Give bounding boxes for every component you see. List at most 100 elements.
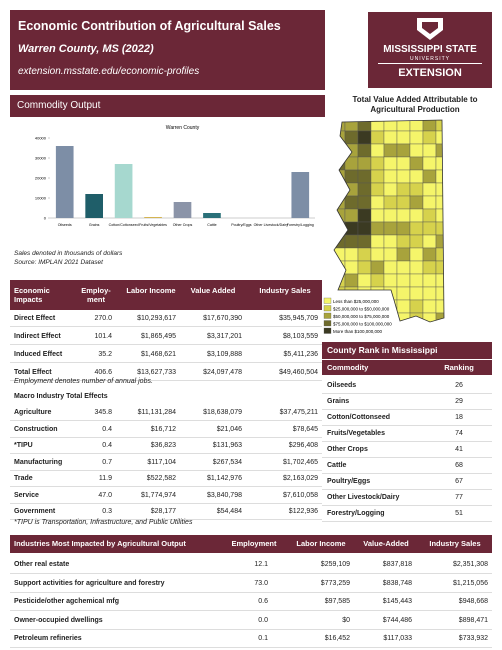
bar: [291, 172, 310, 218]
table-cell: $5,411,236: [283, 351, 318, 358]
table-cell: $24,097,478: [203, 369, 242, 376]
header-cell: Labor Income: [126, 286, 176, 295]
industries-cell: Other real estate: [14, 561, 70, 568]
row-separator: [322, 409, 492, 410]
table-cell: 35.2: [98, 351, 112, 358]
bar: [173, 202, 192, 218]
industries-cell: $2,351,308: [452, 561, 488, 568]
row-separator: [10, 362, 322, 363]
title: Economic Contribution of Agricultural Sa…: [18, 19, 281, 33]
row-separator: [10, 519, 322, 520]
header-cell: Employ-ment: [81, 286, 111, 304]
rank-cell: Cotton/Cottonseed: [327, 414, 390, 421]
rank-cell: Oilseeds: [327, 382, 357, 389]
table-cell: $10,293,617: [137, 315, 176, 322]
logo: MISSISSIPPI STATE UNIVERSITY EXTENSION: [368, 12, 492, 88]
legend-label: More than $100,000,000: [333, 329, 383, 334]
table-cell: $37,475,211: [279, 409, 318, 416]
rank-header-cell: Ranking: [444, 363, 474, 372]
row-separator: [10, 628, 492, 630]
table-cell: Construction: [14, 425, 58, 433]
y-tick-label: 40000: [35, 136, 47, 141]
section-band: Commodity Output: [10, 95, 325, 117]
row-separator: [322, 505, 492, 506]
table-cell: $296,408: [288, 442, 318, 449]
row-separator: [322, 425, 492, 426]
table-cell: $522,582: [146, 475, 176, 482]
bar: [144, 217, 162, 218]
industries-cell: 0.6: [258, 598, 268, 605]
row-separator: [322, 473, 492, 474]
x-tick-label: Forestry/Logging: [287, 223, 314, 227]
table-cell: $1,865,495: [140, 333, 176, 340]
industries-cell: $733,932: [458, 635, 488, 642]
bar: [203, 213, 221, 218]
table-cell: Manufacturing: [14, 458, 63, 466]
rank-cell: Cattle: [327, 462, 347, 469]
rank-header-cell: Commodity: [327, 363, 369, 372]
chart-title: Warren County: [166, 125, 200, 131]
table-cell: $7,610,058: [282, 491, 318, 499]
industries-cell: $145,443: [382, 598, 412, 605]
rank-cell: Other Crops: [327, 446, 368, 453]
table-cell: $1,468,621: [140, 351, 176, 358]
industries-cell: $16,452: [324, 635, 350, 642]
county: [435, 312, 444, 322]
legend-swatch: [323, 327, 332, 334]
legend-swatch: [323, 312, 332, 319]
legend-label: $50,000,000 to $75,000,000: [333, 314, 390, 319]
row-separator: [10, 436, 322, 438]
row-separator: [10, 647, 492, 648]
industries-cell: $117,033: [383, 635, 412, 642]
legend-label: $25,000,000 to $50,000,000: [333, 307, 390, 312]
legend-label: Less than $25,000,000: [333, 299, 379, 304]
rank-cell: 67: [455, 478, 463, 485]
industries-header-band: [10, 535, 492, 553]
table-cell: $16,712: [150, 425, 176, 433]
rank-cell: 77: [455, 494, 463, 501]
table-cell: Service: [14, 491, 39, 499]
x-tick-label: Grains: [89, 223, 100, 227]
industries-cell: Pesticide/other agchemical mfg: [14, 598, 120, 605]
row-separator: [322, 489, 492, 490]
y-tick-label: 30000: [35, 156, 47, 161]
logo-rule: [378, 63, 482, 64]
legend-swatch: [323, 320, 332, 327]
bar: [114, 164, 133, 218]
rank-cell: 41: [455, 446, 463, 453]
table-cell: 101.4: [94, 333, 112, 340]
industries-header-cell: Industries Most Impacted by Agricultural…: [14, 539, 186, 548]
note: *TIPU is Transportation, Infrastructure,…: [14, 519, 193, 526]
table-cell: Government: [14, 508, 56, 515]
industries-cell: $838,748: [382, 579, 412, 587]
industries-cell: $744,486: [382, 616, 412, 624]
industries-cell: $259,109: [320, 561, 350, 568]
row-separator: [322, 457, 492, 458]
table-cell: $11,131,284: [137, 409, 176, 416]
legend-label: $75,000,000 to $100,000,000: [333, 322, 392, 327]
table-cell: $17,670,390: [203, 315, 242, 322]
row-separator: [10, 420, 322, 421]
logo-extension: EXTENSION: [398, 67, 462, 79]
table-cell: $35,945,709: [279, 315, 318, 322]
header-cell: Value Added: [190, 286, 236, 295]
row-separator: [10, 469, 322, 471]
table-cell: $122,936: [288, 508, 318, 515]
row-separator: [10, 591, 492, 593]
x-tick-label: Poultry/Eggs: [231, 223, 252, 227]
table-cell: Indirect Effect: [14, 333, 61, 340]
x-tick-label: Fruits/Vegetables: [139, 223, 167, 227]
table-cell: $36,823: [150, 442, 176, 449]
table-cell: Total Effect: [14, 369, 52, 376]
row-separator: [322, 521, 492, 522]
rank-cell: 74: [455, 430, 463, 437]
row-separator: [10, 573, 492, 574]
y-tick-label: 10000: [35, 196, 47, 201]
row-separator: [322, 441, 492, 442]
logo-university: UNIVERSITY: [409, 56, 450, 62]
subheading: Macro Industry Total Effects: [14, 393, 108, 400]
rank-cell: Grains: [327, 398, 350, 405]
industries-header-cell: Employment: [231, 539, 277, 548]
x-tick-label: Other Crops: [173, 223, 193, 227]
rank-cell: Forestry/Logging: [327, 510, 385, 517]
